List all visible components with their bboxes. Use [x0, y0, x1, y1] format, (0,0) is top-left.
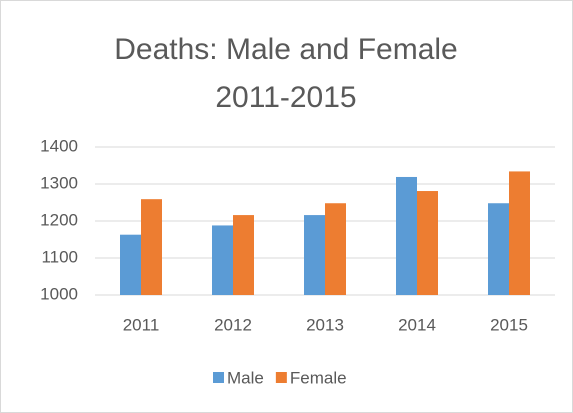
x-tick-label: 2011 [123, 315, 160, 334]
bar [488, 203, 509, 295]
x-tick-label: 2013 [306, 315, 344, 334]
bar [325, 203, 346, 295]
bar [212, 225, 233, 295]
x-tick-label: 2015 [490, 315, 528, 334]
bar [233, 215, 254, 295]
bar [141, 199, 162, 295]
bar [304, 215, 325, 295]
y-tick-label: 1300 [40, 173, 78, 192]
bar [396, 176, 417, 295]
legend-label: Male [227, 368, 264, 387]
y-tick-label: 1400 [40, 136, 78, 155]
legend-label: Female [290, 368, 347, 387]
bar [509, 171, 530, 295]
x-tick-label: 2014 [398, 315, 436, 334]
chart-title: Deaths: Male and Female 2011-2015 [114, 33, 458, 114]
y-tick-label: 1000 [40, 284, 78, 303]
bar [417, 191, 438, 295]
x-tick-label: 2012 [214, 315, 252, 334]
bar [120, 234, 141, 295]
y-tick-label: 1100 [41, 247, 78, 266]
legend-swatch [275, 372, 287, 383]
y-tick-label: 1200 [40, 210, 78, 229]
legend-swatch [213, 372, 224, 383]
